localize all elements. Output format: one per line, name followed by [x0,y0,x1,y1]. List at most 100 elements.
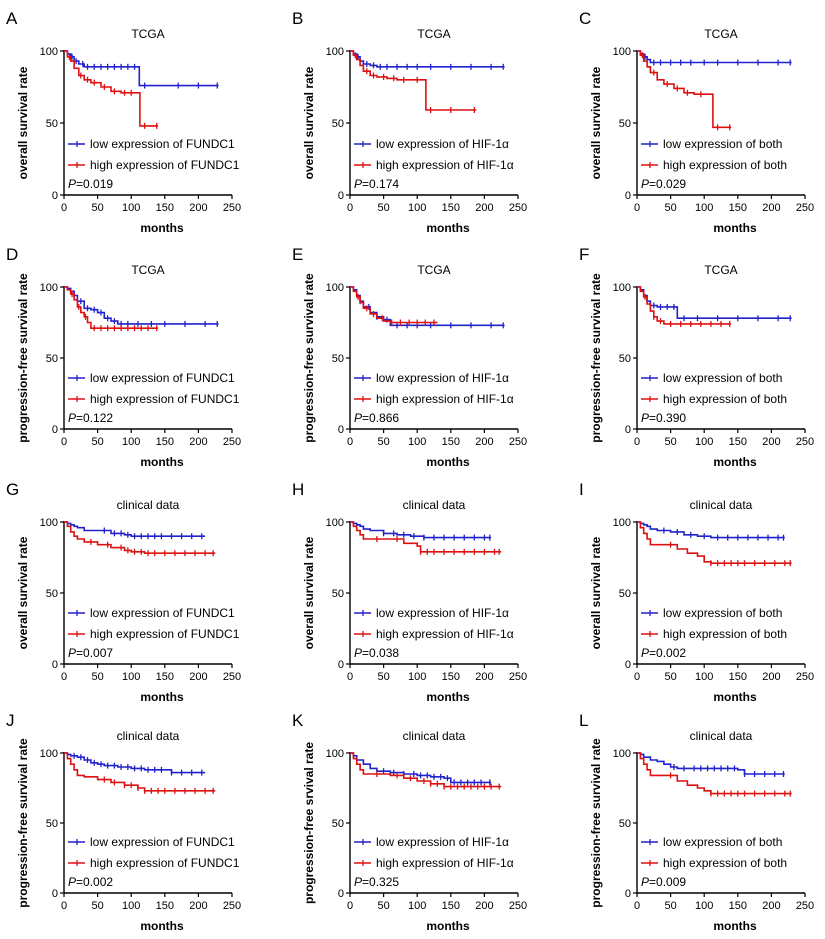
series-high [637,752,792,797]
legend-label: high expression of both [663,856,787,870]
legend-entry-low: low expression of both [641,137,782,151]
series-high [637,521,792,567]
y-tick-label: 0 [338,888,344,900]
legend-entry-high: high expression of FUNDC1 [68,856,240,870]
y-tick-label: 50 [619,353,631,365]
survival-curve [637,752,792,795]
p-value: P=0.029 [641,177,686,191]
p-value: P=0.174 [354,177,399,191]
y-tick-label: 100 [40,517,58,529]
x-tick-label: 50 [377,436,389,448]
y-tick-label: 50 [332,818,344,830]
y-tick-label: 50 [619,118,631,130]
legend-entry-low: low expression of FUNDC1 [68,606,235,620]
legend-label: low expression of both [663,835,782,849]
x-tick-label: 250 [796,436,814,448]
p-value: P=0.002 [641,646,686,660]
series-high [64,286,159,332]
x-tick-label: 150 [442,436,460,448]
x-tick-label: 150 [442,202,460,214]
series-high [637,286,732,327]
x-tick-label: 0 [61,436,67,448]
x-axis-label: months [426,919,470,933]
p-value-number: =0.002 [649,646,686,660]
survival-curve [64,521,206,537]
x-tick-label: 0 [61,671,67,683]
panel-letter: L [579,711,588,730]
panel-title: clinical data [690,729,753,743]
legend-label: low expression of HIF-1α [376,371,509,385]
y-tick-label: 50 [46,588,58,600]
legend-label: high expression of both [663,392,787,406]
x-tick-label: 200 [475,436,493,448]
legend-entry-low: low expression of FUNDC1 [68,137,235,151]
legend-entry-high: high expression of both [641,158,787,172]
series-low [637,286,792,322]
x-tick-label: 100 [122,202,140,214]
x-axis-label: months [426,221,470,235]
series-high [350,50,477,114]
survival-curve [350,521,502,553]
legend-entry-high: high expression of HIF-1α [354,392,514,406]
survival-curve [350,50,477,111]
x-tick-label: 50 [377,202,389,214]
y-axis-label: overall survival rate [16,66,30,179]
p-value-number: =0.007 [76,646,113,660]
x-tick-label: 250 [223,900,241,912]
p-value-symbol: P [354,875,362,889]
x-tick-label: 250 [223,436,241,448]
x-tick-label: 0 [61,900,67,912]
survival-curve [350,286,438,324]
panel-letter: D [6,245,18,264]
x-tick-label: 150 [442,671,460,683]
y-tick-label: 100 [326,282,344,294]
panel-letter: E [292,245,303,264]
legend-label: low expression of both [663,137,782,151]
x-tick-label: 0 [61,202,67,214]
panel-title: clinical data [403,729,466,743]
survival-curve [637,521,785,539]
legend-entry-high: high expression of HIF-1α [354,856,514,870]
series-low [350,50,505,70]
y-tick-label: 100 [613,748,631,760]
x-tick-label: 200 [762,436,780,448]
x-tick-label: 0 [347,202,353,214]
y-axis-label: overall survival rate [302,536,316,649]
x-tick-label: 200 [475,900,493,912]
y-tick-label: 0 [625,190,631,202]
legend-label: low expression of FUNDC1 [90,606,235,620]
y-tick-label: 100 [40,46,58,58]
legend-label: low expression of HIF-1α [376,835,509,849]
y-tick-label: 50 [332,588,344,600]
legend-entry-low: low expression of FUNDC1 [68,835,235,849]
x-axis-label: months [140,690,184,704]
x-tick-label: 200 [189,671,207,683]
p-value: P=0.866 [354,411,399,425]
legend-label: low expression of HIF-1α [376,137,509,151]
y-axis-label: progression-free survival rate [589,273,603,443]
series-low [350,521,492,541]
x-tick-label: 100 [408,671,426,683]
panel-title: TCGA [417,27,450,41]
x-tick-label: 250 [509,436,527,448]
legend-entry-low: low expression of both [641,606,782,620]
y-tick-label: 0 [625,424,631,436]
y-axis-label: progression-free survival rate [589,738,603,908]
legend-label: low expression of FUNDC1 [90,371,235,385]
survival-curve [637,521,792,564]
p-value-symbol: P [641,177,649,191]
x-tick-label: 50 [91,900,103,912]
p-value-symbol: P [68,875,76,889]
x-tick-label: 100 [695,436,713,448]
legend-label: high expression of FUNDC1 [90,627,240,641]
panel-title: TCGA [417,263,450,277]
survival-curve [637,286,792,319]
p-value-symbol: P [354,646,362,660]
x-tick-label: 50 [377,900,389,912]
x-axis-label: months [140,221,184,235]
p-value-number: =0.174 [362,177,399,191]
y-tick-label: 100 [613,282,631,294]
